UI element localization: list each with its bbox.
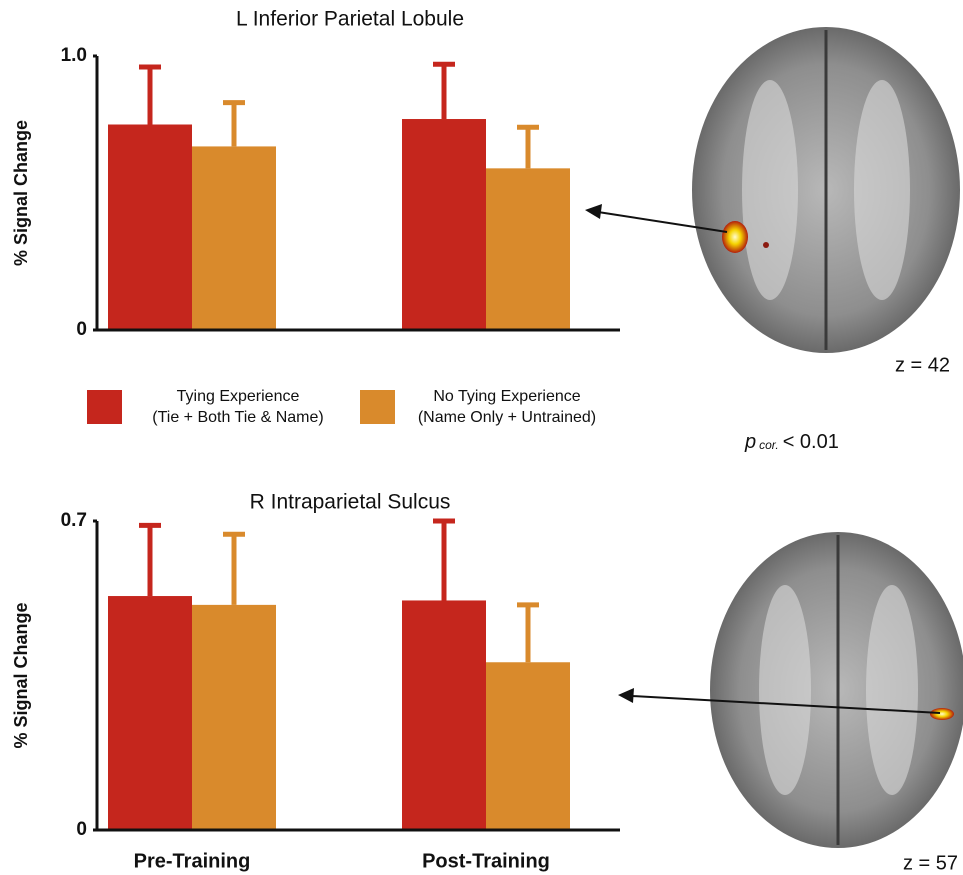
bar — [192, 146, 276, 330]
error-bar — [433, 64, 455, 119]
brain-top — [692, 27, 960, 353]
error-bar — [517, 605, 539, 662]
chart-title: R Intraparietal Sulcus — [250, 491, 451, 514]
legend-label: Tying Experience — [177, 388, 300, 405]
y-axis-label: % Signal Change — [11, 120, 31, 266]
bar — [486, 168, 570, 330]
legend-description: (Name Only + Untrained) — [418, 409, 596, 426]
x-tick-label: Pre-Training — [134, 850, 251, 872]
x-tick-label: Post-Training — [422, 850, 550, 872]
bar — [402, 119, 486, 330]
error-bar — [139, 67, 161, 125]
bar — [108, 125, 192, 331]
bar — [402, 600, 486, 830]
slice-label: z = 42 — [895, 354, 950, 376]
bar — [192, 605, 276, 830]
brain-bottom — [710, 532, 963, 848]
figure: z = 42 z = 57 pcor. < 0.01 L Inferior Par… — [0, 0, 963, 875]
p-text: < 0.01 — [783, 431, 839, 453]
p-subscript: cor. — [759, 438, 779, 452]
legend-swatch — [87, 390, 122, 424]
error-bar — [517, 127, 539, 168]
error-bar — [223, 534, 245, 605]
chart-title: L Inferior Parietal Lobule — [236, 8, 464, 31]
bar — [108, 596, 192, 830]
legend-swatch — [360, 390, 395, 424]
y-tick-label: 0.7 — [61, 510, 87, 531]
error-bar — [139, 525, 161, 596]
legend-description: (Tie + Both Tie & Name) — [152, 409, 323, 426]
slice-label: z = 57 — [903, 852, 958, 874]
p-symbol: p — [744, 431, 756, 453]
y-tick-label: 0 — [76, 319, 87, 340]
bar — [486, 662, 570, 830]
y-tick-label: 0 — [76, 819, 87, 840]
y-tick-label: 1.0 — [61, 45, 87, 66]
error-bar — [433, 521, 455, 600]
legend-label: No Tying Experience — [433, 388, 580, 405]
error-bar — [223, 103, 245, 147]
y-axis-label: % Signal Change — [11, 602, 31, 748]
